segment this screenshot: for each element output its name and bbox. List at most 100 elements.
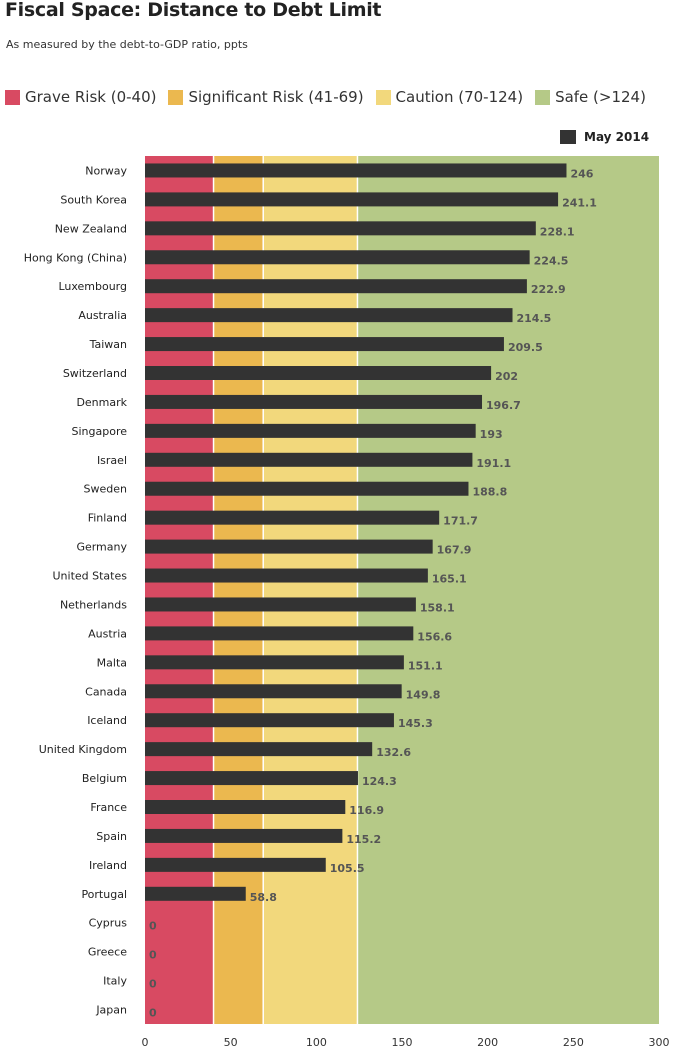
category-label-iceland: Iceland <box>87 714 127 727</box>
bar-norway[interactable] <box>145 163 567 178</box>
value-label-italy: 0 <box>149 978 157 991</box>
value-label-canada: 149.8 <box>406 688 441 701</box>
category-label-belgium: Belgium <box>82 772 127 785</box>
bar-sweden[interactable] <box>145 481 469 496</box>
bar-austria[interactable] <box>145 626 414 641</box>
value-label-switzerland: 202 <box>495 370 518 383</box>
bar-finland[interactable] <box>145 510 440 525</box>
value-label-new-zealand: 228.1 <box>540 225 575 238</box>
category-label-united-kingdom: United Kingdom <box>39 743 127 756</box>
bar-australia[interactable] <box>145 308 513 323</box>
bar-united-states[interactable] <box>145 568 428 583</box>
series-legend-label: May 2014 <box>584 130 650 144</box>
legend-swatch-safe <box>535 89 551 105</box>
category-label-israel: Israel <box>97 454 127 467</box>
bar-israel[interactable] <box>145 452 473 467</box>
x-tick-label-200: 200 <box>477 1036 498 1049</box>
category-label-malta: Malta <box>97 656 127 669</box>
category-label-singapore: Singapore <box>72 425 128 438</box>
value-label-netherlands: 158.1 <box>420 601 455 614</box>
bar-united-kingdom[interactable] <box>145 742 373 757</box>
category-label-austria: Austria <box>88 627 127 640</box>
category-label-france: France <box>90 801 127 814</box>
bar-germany[interactable] <box>145 539 433 554</box>
bar-netherlands[interactable] <box>145 597 416 612</box>
value-label-germany: 167.9 <box>437 544 472 557</box>
bar-france[interactable] <box>145 800 346 814</box>
zone-legend: Grave Risk (0-40) Significant Risk (41-6… <box>5 84 658 110</box>
legend-label-grave-risk: Grave Risk (0-40) <box>25 88 157 106</box>
zone-band-significant-risk <box>213 156 264 1024</box>
legend-label-safe: Safe (>124) <box>555 88 646 106</box>
bar-taiwan[interactable] <box>145 337 504 352</box>
x-tick-label-150: 150 <box>392 1036 413 1049</box>
category-label-finland: Finland <box>88 512 127 525</box>
category-label-greece: Greece <box>88 946 127 959</box>
bar-new-zealand[interactable] <box>145 221 536 236</box>
bar-denmark[interactable] <box>145 394 483 409</box>
bar-iceland[interactable] <box>145 713 394 728</box>
value-label-finland: 171.7 <box>443 515 478 528</box>
bar-hong-kong-china[interactable] <box>145 250 530 265</box>
category-label-hong-kong-china: Hong Kong (China) <box>24 251 127 264</box>
x-tick-label-250: 250 <box>563 1036 584 1049</box>
value-label-malta: 151.1 <box>408 659 443 672</box>
x-tick-label-50: 50 <box>224 1036 238 1049</box>
bar-belgium[interactable] <box>145 771 358 786</box>
bar-singapore[interactable] <box>145 423 476 438</box>
value-label-hong-kong-china: 224.5 <box>534 254 569 267</box>
series-legend: May 2014 <box>560 130 649 144</box>
value-label-japan: 0 <box>149 1007 157 1020</box>
legend-swatch-grave-risk <box>5 89 20 105</box>
category-labels: Norway South Korea New Zealand Hong Kong (C… <box>24 164 128 1016</box>
bar-spain[interactable] <box>145 828 343 843</box>
value-label-norway: 246 <box>570 167 593 180</box>
bar-malta[interactable] <box>145 655 404 670</box>
bar-portugal[interactable] <box>145 886 246 901</box>
category-label-japan: Japan <box>95 1004 127 1017</box>
category-label-taiwan: Taiwan <box>89 338 127 351</box>
category-label-netherlands: Netherlands <box>60 598 127 611</box>
value-label-austria: 156.6 <box>417 630 452 643</box>
legend-swatch-significant-risk <box>168 89 184 105</box>
value-label-france: 116.9 <box>349 804 384 817</box>
category-label-sweden: Sweden <box>84 483 127 496</box>
category-label-spain: Spain <box>96 830 127 843</box>
legend-item-caution: Caution (70-124) <box>375 88 524 106</box>
bar-luxembourg[interactable] <box>145 279 527 294</box>
value-label-israel: 191.1 <box>476 457 511 470</box>
x-axis: 0 50 100 150 200 250 300 <box>142 1036 670 1049</box>
value-label-portugal: 58.8 <box>250 891 277 904</box>
legend-item-grave-risk: Grave Risk (0-40) <box>5 88 156 106</box>
value-label-spain: 115.2 <box>346 833 381 846</box>
legend-label-caution: Caution (70-124) <box>395 88 524 106</box>
series-legend-swatch <box>560 130 576 144</box>
zone-band-safe <box>357 156 659 1024</box>
value-label-greece: 0 <box>149 949 157 962</box>
value-label-belgium: 124.3 <box>362 775 397 788</box>
bar-canada[interactable] <box>145 684 402 699</box>
bars <box>145 163 567 901</box>
category-label-norway: Norway <box>85 164 127 177</box>
category-label-italy: Italy <box>103 975 127 988</box>
bar-south-korea[interactable] <box>145 192 559 207</box>
category-label-ireland: Ireland <box>89 859 127 872</box>
value-label-iceland: 145.3 <box>398 717 433 730</box>
legend-label-significant-risk: Significant Risk (41-69) <box>188 88 364 106</box>
value-label-ireland: 105.5 <box>330 862 365 875</box>
legend-item-significant-risk: Significant Risk (41-69) <box>168 88 364 106</box>
bar-switzerland[interactable] <box>145 366 492 380</box>
category-label-denmark: Denmark <box>76 396 127 409</box>
value-label-united-kingdom: 132.6 <box>376 746 411 759</box>
legend-swatch-caution <box>375 89 391 105</box>
zone-band-grave-risk <box>145 156 214 1024</box>
category-label-new-zealand: New Zealand <box>55 222 127 235</box>
chart-title: Fiscal Space: Distance to Debt Limit <box>5 0 382 21</box>
value-label-south-korea: 241.1 <box>562 196 597 209</box>
zone-band-caution <box>263 156 358 1024</box>
bar-ireland[interactable] <box>145 857 326 872</box>
value-label-united-states: 165.1 <box>432 573 467 586</box>
value-labels: 246 241.1 228.1 224.5 222.9 214.5 209.5 202 196.… <box>149 167 597 1019</box>
category-label-cyprus: Cyprus <box>89 917 128 930</box>
